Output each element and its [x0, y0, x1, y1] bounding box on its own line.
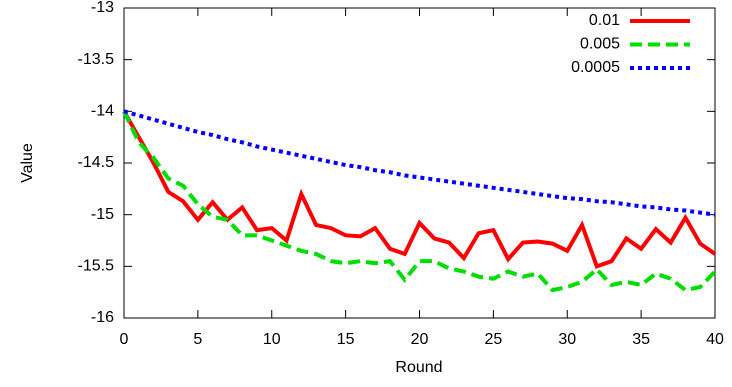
- x-axis-label: Round: [395, 359, 442, 376]
- y-tick-label: -14: [91, 103, 114, 120]
- x-tick-label: 15: [337, 331, 355, 348]
- series-line: [122, 110, 717, 293]
- x-tick-label: 10: [263, 331, 281, 348]
- legend-label: 0.005: [580, 36, 620, 53]
- series-line: [122, 110, 717, 269]
- x-tick-label: 0: [120, 331, 129, 348]
- y-tick-label: -13: [91, 0, 114, 16]
- plot-frame: [123, 7, 716, 319]
- x-tick-label: 20: [411, 331, 429, 348]
- y-tick-label: -16: [91, 309, 114, 326]
- x-tick-label: 5: [193, 331, 202, 348]
- y-tick-label: -14.5: [78, 154, 115, 171]
- y-tick-label: -13.5: [78, 51, 115, 68]
- y-tick-label: -15: [91, 206, 114, 223]
- y-axis-label: Value: [19, 143, 36, 183]
- x-tick-label: 40: [706, 331, 724, 348]
- x-tick-label: 30: [558, 331, 576, 348]
- y-tick-label: -15.5: [78, 258, 115, 275]
- x-tick-label: 35: [632, 331, 650, 348]
- legend-label: 0.0005: [571, 59, 620, 76]
- x-tick-label: 25: [484, 331, 502, 348]
- legend-label: 0.01: [589, 12, 620, 29]
